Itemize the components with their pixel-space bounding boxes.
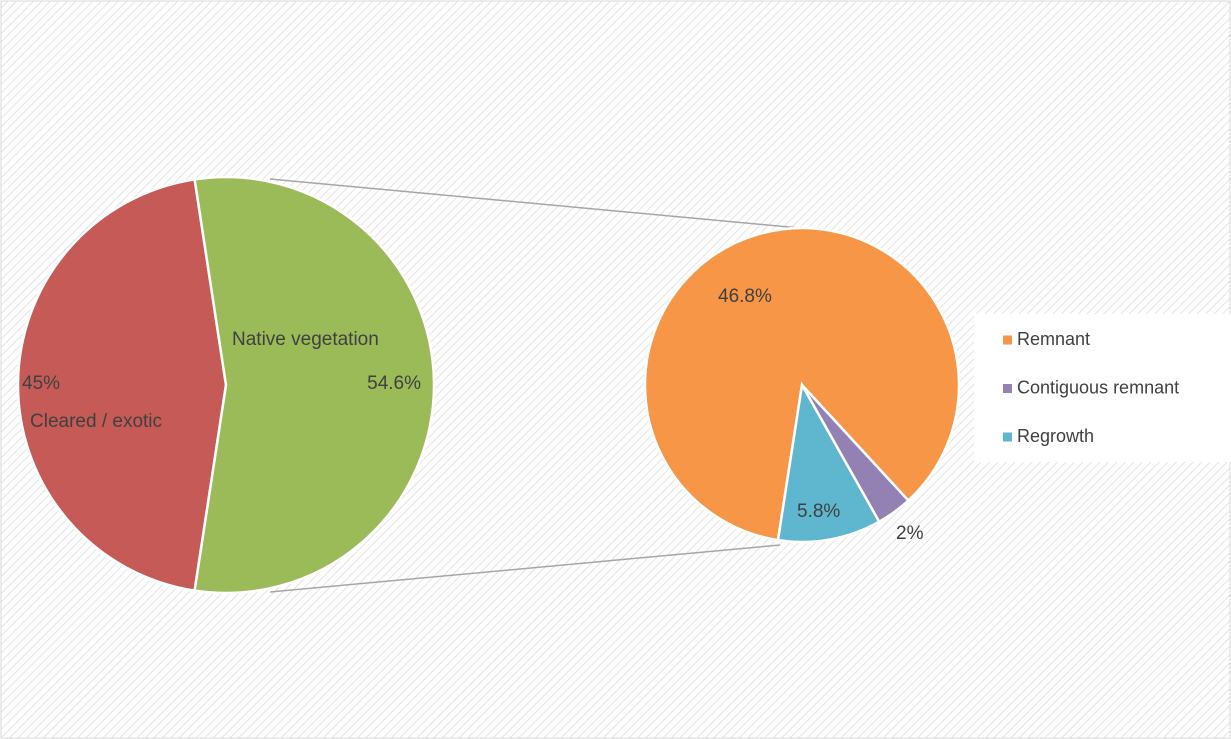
legend-swatch [1003,384,1012,393]
data-label: 2% [896,523,924,544]
connector-line [269,178,801,229]
pie-slice [16,177,228,593]
pie-slice [776,381,881,544]
data-label: 45% [22,373,60,394]
pie-slice [193,175,436,595]
legend-swatch [1003,432,1012,442]
legend-swatch [1003,335,1012,345]
category-label: Native vegetation [232,329,379,350]
connector-line [269,544,781,593]
data-label: 46.8% [718,286,772,307]
legend-label: Remnant [1017,329,1090,349]
legend-label: Regrowth [1017,426,1094,446]
data-label: 54.6% [367,373,421,394]
legend-label: Contiguous remnant [1017,377,1179,397]
data-label: 5.8% [797,501,840,522]
category-label: Cleared / exotic [30,411,162,432]
legend-box [974,314,1231,462]
